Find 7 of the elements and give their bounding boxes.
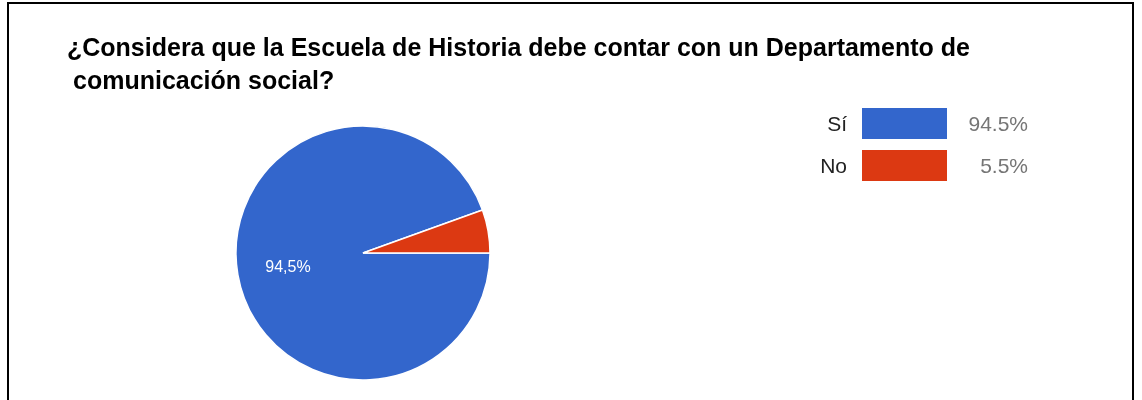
pie-slice: [235, 125, 491, 381]
text: 5.5%: [980, 154, 1028, 177]
legend-label: No: [820, 154, 847, 177]
text: 94.5%: [968, 112, 1028, 135]
data-label: 94,5%: [265, 257, 311, 275]
chart-title: ¿Considera que la Escuela de Historia debe contar con un Departamento de comunicación social?: [67, 33, 971, 94]
legend-label: Sí: [827, 112, 848, 135]
